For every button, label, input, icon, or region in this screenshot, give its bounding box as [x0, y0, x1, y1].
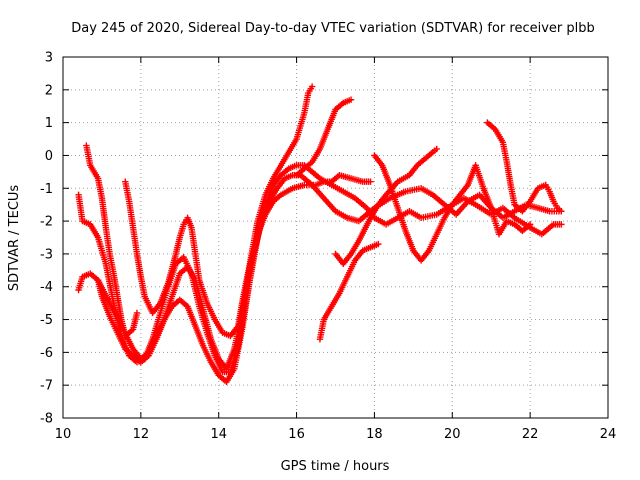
x-tick-label: 10 [55, 427, 72, 442]
plot-frame [62, 56, 609, 419]
y-tick-label: -3 [40, 247, 53, 262]
data-point [558, 208, 565, 215]
y-tick-label: 2 [45, 83, 53, 98]
data-point [133, 309, 141, 317]
data-point [433, 145, 440, 153]
y-tick-label: 3 [45, 51, 53, 66]
series-track-6 [293, 96, 355, 179]
y-tick-label: -8 [40, 412, 53, 427]
data-point [558, 221, 565, 228]
x-tick-label: 16 [288, 427, 305, 442]
y-tick-label: -2 [40, 215, 53, 230]
x-tick-label: 24 [600, 427, 617, 442]
chart-title: Day 245 of 2020, Sidereal Day-to-day VTE… [71, 21, 595, 36]
series-track-8 [332, 145, 440, 267]
data-point [308, 83, 316, 90]
y-tick-label: 1 [45, 116, 53, 131]
data-point [347, 96, 355, 103]
y-tick-label: -7 [40, 379, 53, 394]
series-track-5 [94, 171, 374, 372]
series-track-3 [83, 142, 141, 340]
x-tick-label: 12 [133, 427, 150, 442]
grid [63, 57, 608, 418]
x-tick-label: 22 [522, 427, 539, 442]
data-point [375, 240, 382, 248]
x-tick-label: 14 [210, 427, 227, 442]
series-track-10 [484, 119, 565, 215]
x-tick-label: 20 [444, 427, 461, 442]
y-tick-label: -6 [40, 346, 53, 361]
y-axis-label: SDTVAR / TECUs [7, 185, 22, 292]
y-tick-label: 0 [45, 149, 53, 164]
y-tick-label: -4 [40, 280, 53, 295]
data-point [367, 178, 374, 185]
series-track-9 [371, 152, 534, 264]
x-tick-label: 18 [366, 427, 383, 442]
data-point [526, 221, 534, 228]
data-series [75, 83, 565, 386]
series-track-7 [316, 240, 382, 343]
y-tick-label: -5 [40, 313, 53, 328]
x-axis-label: GPS time / hours [281, 459, 390, 474]
y-tick-label: -1 [40, 182, 53, 197]
